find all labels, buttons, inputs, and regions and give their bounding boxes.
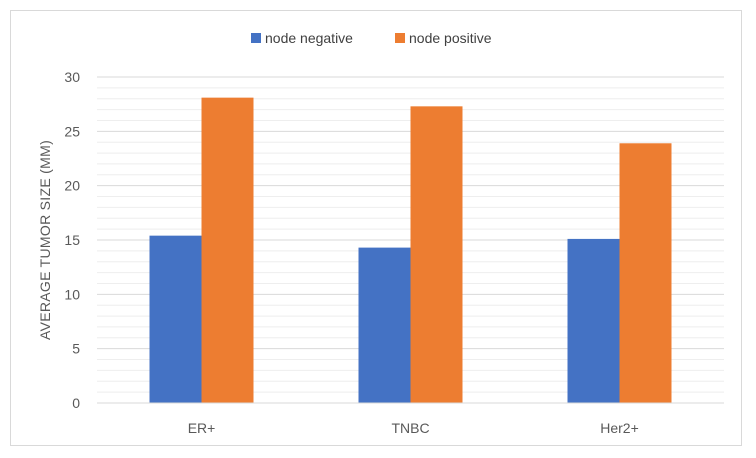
bar-node-negative-her2 (567, 238, 620, 403)
bar-node-positive-her2 (619, 143, 672, 403)
bar-node-negative-tnbc (358, 247, 411, 403)
y-tick-label: 15 (64, 232, 80, 248)
x-tick-label: ER+ (188, 420, 216, 436)
bar-node-negative-er (149, 235, 202, 403)
x-axis-tick-labels: ER+ TNBC Her2+ (188, 420, 639, 436)
y-tick-label: 5 (72, 341, 80, 357)
legend-swatch-node-negative (251, 33, 261, 43)
x-tick-label: TNBC (391, 420, 429, 436)
bar-node-positive-er (201, 97, 254, 403)
y-tick-label: 25 (64, 123, 80, 139)
legend-label-node-positive: node positive (409, 30, 492, 46)
y-axis-title: AVERAGE TUMOR SIZE (MM) (37, 140, 53, 340)
legend-swatch-node-positive (395, 33, 405, 43)
y-tick-label: 10 (64, 286, 80, 302)
y-tick-label: 20 (64, 178, 80, 194)
legend-label-node-negative: node negative (265, 30, 353, 46)
x-tick-label: Her2+ (600, 420, 639, 436)
y-tick-label: 0 (72, 395, 80, 411)
legend: node negative node positive (251, 30, 492, 46)
y-tick-label: 30 (64, 69, 80, 85)
y-axis-tick-labels: 0 5 10 15 20 25 30 (64, 69, 80, 411)
bars (149, 97, 672, 403)
bar-node-positive-tnbc (410, 106, 463, 403)
